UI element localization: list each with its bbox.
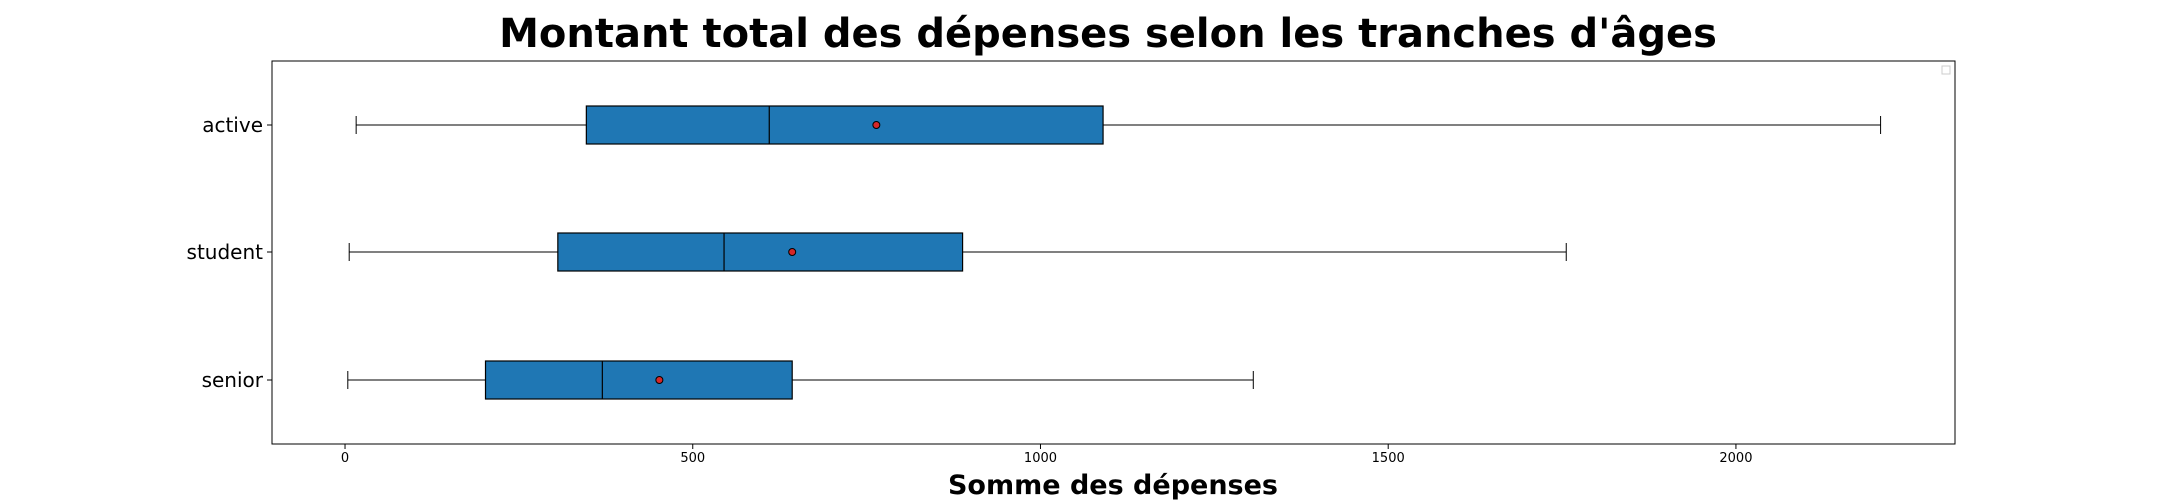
x-tick-label: 500 [680,451,705,466]
x-tick-label: 0 [341,451,349,466]
x-tick-label: 1500 [1372,451,1405,466]
iqr-box [557,232,964,272]
mean-marker [872,121,881,129]
y-axis: active student senior [187,113,272,392]
chart-title: Montant total des dépenses selon les tra… [499,11,1717,57]
x-tick-label: 1000 [1024,451,1057,466]
box-active [355,105,1882,145]
mean-marker [655,376,664,384]
box-student [348,232,1567,272]
y-tick-label-active: active [202,113,263,137]
y-tick-label-senior: senior [202,368,264,392]
boxplot-series [347,105,1882,400]
iqr-box [585,105,1104,145]
x-tick-label: 2000 [1719,451,1752,466]
mean-marker [788,248,797,256]
y-tick-label-student: student [187,240,264,264]
legend-box [1941,65,1951,75]
x-axis: 0 500 1000 1500 2000 [341,444,1752,466]
iqr-box [484,360,793,400]
x-axis-label: Somme des dépenses [948,470,1278,501]
box-senior [347,360,1254,400]
